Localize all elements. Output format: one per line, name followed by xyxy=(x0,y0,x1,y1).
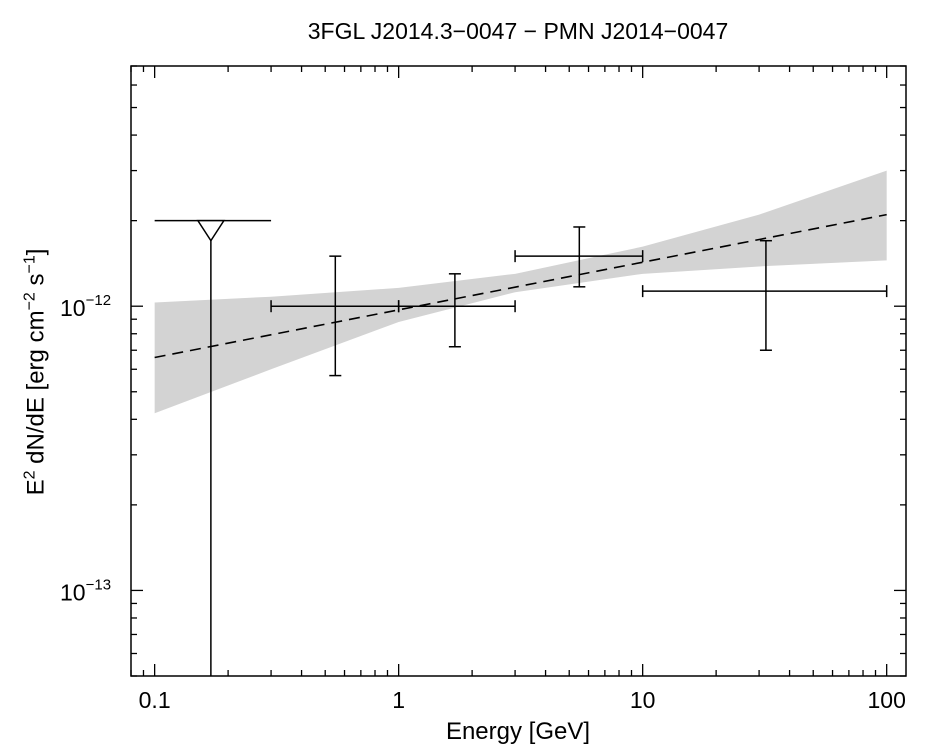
model-line xyxy=(154,213,887,359)
x-axis-label: Energy [GeV] xyxy=(445,718,591,745)
x-tick-label: 1 xyxy=(392,687,405,713)
y-tick-label: 10−13 xyxy=(60,576,111,605)
data-point-1 xyxy=(397,273,516,348)
y-axis-label-s-sup: −1 xyxy=(21,255,39,274)
x-minor-ticks xyxy=(130,66,888,676)
data-point-2 xyxy=(514,226,644,288)
confidence-band xyxy=(154,170,887,414)
y-axis-label-middle: dN/dE [erg cm xyxy=(22,310,50,471)
y-axis-label-prefix: E xyxy=(22,479,50,496)
plot-frame xyxy=(130,65,907,677)
y-axis-label-cm-sup: −2 xyxy=(21,292,39,311)
y-axis-label: E2 dN/dE [erg cm−2 s−1] xyxy=(22,249,51,496)
axes-layer: 0.1 1 10 100 10−13 10−12 xyxy=(60,65,907,713)
y-tick-label: 10−12 xyxy=(60,292,111,321)
x-tick-label: 100 xyxy=(867,687,905,713)
x-tick-label: 10 xyxy=(630,687,656,713)
chart-title: 3FGL J2014.3−0047 − PMN J2014−0047 xyxy=(307,18,729,44)
plot-content xyxy=(154,170,888,676)
upper-limit-0 xyxy=(154,219,272,676)
upper-limit-triangle xyxy=(196,219,226,243)
y-minor-ticks xyxy=(131,65,906,677)
y-axis-label-suffix: ] xyxy=(22,248,50,256)
data-point-3 xyxy=(641,239,888,351)
y-axis-label-prefix-sup: 2 xyxy=(21,470,39,480)
x-tick-label: 0.1 xyxy=(139,687,171,713)
y-axis-label-s: s xyxy=(22,273,50,293)
